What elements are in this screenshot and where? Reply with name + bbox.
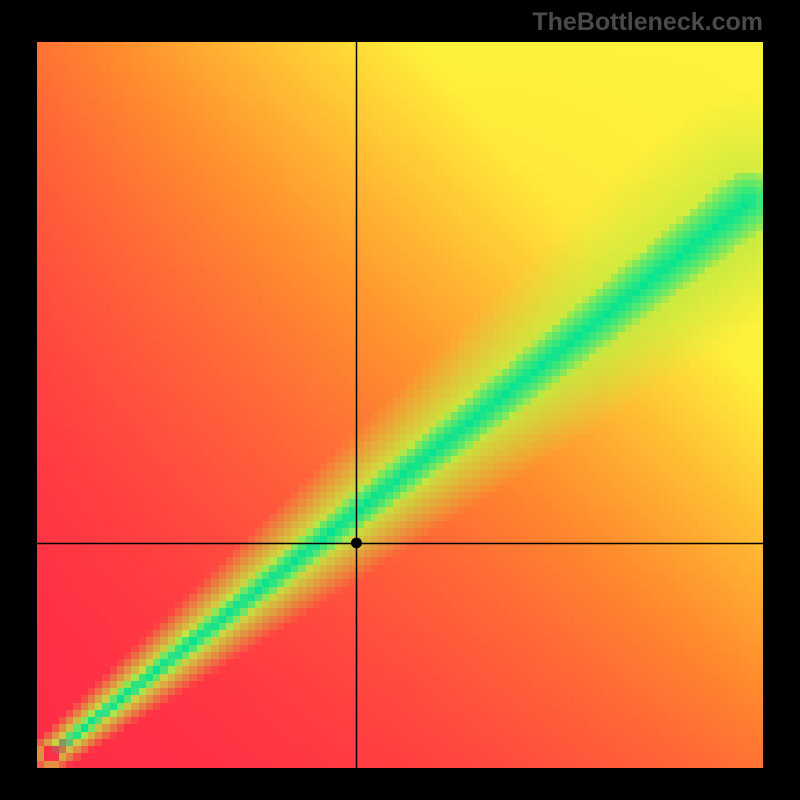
chart-root: TheBottleneck.com <box>0 0 800 800</box>
watermark-text: TheBottleneck.com <box>532 8 763 37</box>
bottleneck-heatmap <box>37 42 763 768</box>
